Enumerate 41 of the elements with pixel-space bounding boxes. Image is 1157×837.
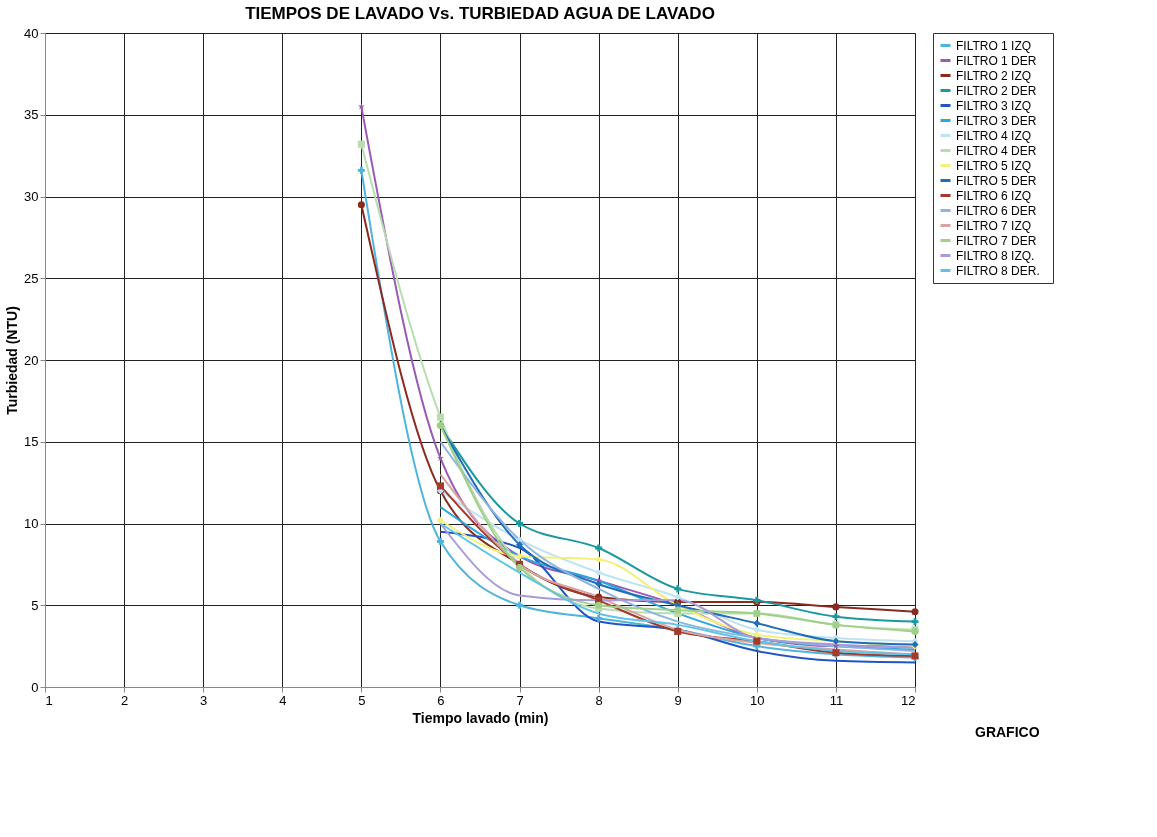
legend-label: FILTRO 1 DER: [956, 53, 1037, 68]
legend-label: FILTRO 2 IZQ: [956, 68, 1032, 83]
x-tick-label: 10: [750, 692, 765, 708]
legend-label: FILTRO 3 DER: [956, 113, 1037, 128]
y-tick-label: 25: [24, 270, 39, 286]
x-tick-label: 2: [120, 692, 129, 708]
chart-title: TIEMPOS DE LAVADO Vs. TURBIEDAD AGUA DE LAVADO: [245, 4, 715, 23]
x-tick-label: 6: [437, 692, 445, 708]
y-tick-label: 15: [24, 434, 39, 450]
legend-label: FILTRO 5 DER: [956, 173, 1037, 188]
legend-label: FILTRO 1 IZQ: [956, 38, 1032, 53]
x-tick-label: 12: [901, 692, 916, 708]
y-tick-label: 40: [24, 25, 39, 41]
legend-label: FILTRO 7 DER: [956, 233, 1037, 248]
legend-label: FILTRO 8 IZQ.: [956, 248, 1035, 263]
x-tick-label: 7: [516, 692, 524, 708]
legend-label: FILTRO 7 IZQ: [956, 218, 1032, 233]
y-tick-label: 35: [24, 107, 39, 123]
x-tick-label: 3: [200, 692, 208, 708]
text: GRAFICO: [975, 724, 1040, 740]
legend-label: FILTRO 3 IZQ: [956, 98, 1032, 113]
legend-label: FILTRO 6 DER: [956, 203, 1037, 218]
y-tick-label: 5: [31, 597, 39, 613]
legend-label: FILTRO 4 DER: [956, 143, 1037, 158]
legend-label: FILTRO 8 DER.: [956, 263, 1040, 278]
x-tick-label: 1: [45, 692, 53, 708]
legend-label: FILTRO 6 IZQ: [956, 188, 1032, 203]
legend-label: FILTRO 5 IZQ: [956, 158, 1032, 173]
x-tick-label: 8: [595, 692, 603, 708]
y-tick-label: 10: [24, 516, 39, 531]
y-tick-label: 0: [31, 679, 39, 695]
y-tick-label: 30: [24, 189, 39, 204]
x-tick-label: 5: [358, 692, 366, 708]
legend-label: FILTRO 4 IZQ: [956, 128, 1032, 143]
legend-label: FILTRO 2 DER: [956, 83, 1037, 98]
x-tick-label: 4: [279, 692, 287, 708]
x-tick-label: 11: [829, 692, 844, 708]
x-tick-label: 9: [674, 692, 682, 708]
y-axis-title: Turbiedad (NTU): [4, 306, 21, 415]
y-tick-label: 20: [24, 352, 39, 368]
x-axis-title: Tiempo lavado (min): [412, 709, 549, 726]
